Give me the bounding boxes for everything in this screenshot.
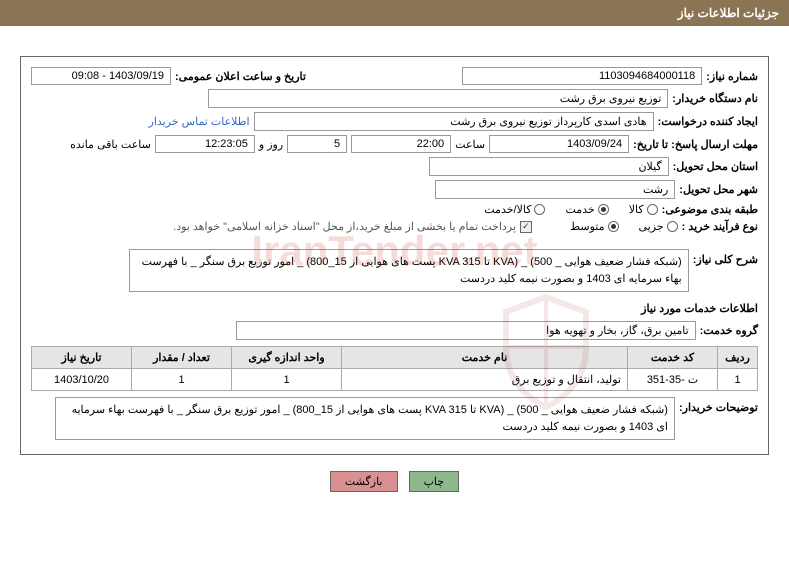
announce-field: 1403/09/19 - 09:08 [31,67,171,85]
requester-field: هادی اسدی کارپرداز توزیع نیروی برق رشت [254,112,654,131]
payment-checkbox[interactable] [520,221,532,233]
need-no-label: شماره نیاز: [706,70,758,83]
radio-partial[interactable]: جزیی [639,220,678,233]
city-label: شهر محل تحویل: [679,183,758,196]
radio-medium-label: متوسط [570,220,605,233]
radio-icon [598,204,609,215]
payment-note: پرداخت تمام یا بخشی از مبلغ خرید،از محل … [173,220,516,233]
th-name: نام خدمت [342,347,628,369]
th-unit: واحد اندازه گیری [232,347,342,369]
radio-icon [608,221,619,232]
summary-box: (شبکه فشار ضعیف هوایی _ 500) _ (KVA تا K… [129,249,689,292]
deadline-time: 22:00 [351,135,451,153]
td-unit: 1 [232,369,342,391]
th-code: کد خدمت [628,347,718,369]
td-date: 1403/10/20 [32,369,132,391]
remain-label: ساعت باقی مانده [70,138,151,151]
proctype-label: نوع فرآیند خرید : [682,220,758,233]
th-date: تاریخ نیاز [32,347,132,369]
button-row: چاپ بازگشت [0,463,789,496]
radio-medium[interactable]: متوسط [570,220,619,233]
service-group-field: تامین برق، گاز، بخار و تهویه هوا [236,321,696,340]
services-table: ردیف کد خدمت نام خدمت واحد اندازه گیری ت… [31,346,758,391]
remain-time: 12:23:05 [155,135,255,153]
td-qty: 1 [132,369,232,391]
table-header-row: ردیف کد خدمت نام خدمت واحد اندازه گیری ت… [32,347,758,369]
details-panel: IranTender.net شماره نیاز: 1103094684000… [20,56,769,455]
province-label: استان محل تحویل: [673,160,758,173]
services-title: اطلاعات خدمات مورد نیاز [31,302,758,315]
radio-icon [667,221,678,232]
deadline-date: 1403/09/24 [489,135,629,153]
radio-kalakhedmat-label: کالا/خدمت [484,203,531,216]
table-row: 1 ت -35-351 تولید، انتقال و توزیع برق 1 … [32,369,758,391]
radio-kala[interactable]: کالا [629,203,658,216]
service-group-label: گروه خدمت: [700,324,758,337]
th-row: ردیف [718,347,758,369]
back-button[interactable]: بازگشت [330,471,398,492]
radio-icon [534,204,545,215]
th-qty: تعداد / مقدار [132,347,232,369]
radio-khedmat[interactable]: خدمت [565,203,608,216]
summary-label: شرح کلی نیاز: [693,253,758,266]
category-label: طبقه بندی موضوعی: [662,203,758,216]
radio-kalakhedmat[interactable]: کالا/خدمت [484,203,545,216]
province-field: گیلان [429,157,669,176]
time-label: ساعت [455,138,485,151]
radio-icon [647,204,658,215]
buyer-desc-label: توضیحات خریدار: [679,401,758,414]
buyer-field: توزیع نیروی برق رشت [208,89,668,108]
announce-label: تاریخ و ساعت اعلان عمومی: [175,70,306,83]
td-row: 1 [718,369,758,391]
need-no-field: 1103094684000118 [462,67,702,85]
deadline-days: 5 [287,135,347,153]
days-label: روز و [259,138,283,151]
requester-label: ایجاد کننده درخواست: [658,115,758,128]
buyer-desc-box: (شبکه فشار ضعیف هوایی _ 500) _ (KVA تا K… [55,397,675,440]
td-code: ت -35-351 [628,369,718,391]
print-button[interactable]: چاپ [409,471,460,492]
deadline-label: مهلت ارسال پاسخ: تا تاریخ: [633,138,758,151]
radio-khedmat-label: خدمت [565,203,594,216]
city-field: رشت [435,180,675,199]
radio-partial-label: جزیی [639,220,664,233]
buyer-label: نام دستگاه خریدار: [672,92,758,105]
td-name: تولید، انتقال و توزیع برق [342,369,628,391]
radio-kala-label: کالا [629,203,644,216]
buyer-contact-link[interactable]: اطلاعات تماس خریدار [149,115,250,128]
page-title: جزئیات اطلاعات نیاز [0,0,789,26]
